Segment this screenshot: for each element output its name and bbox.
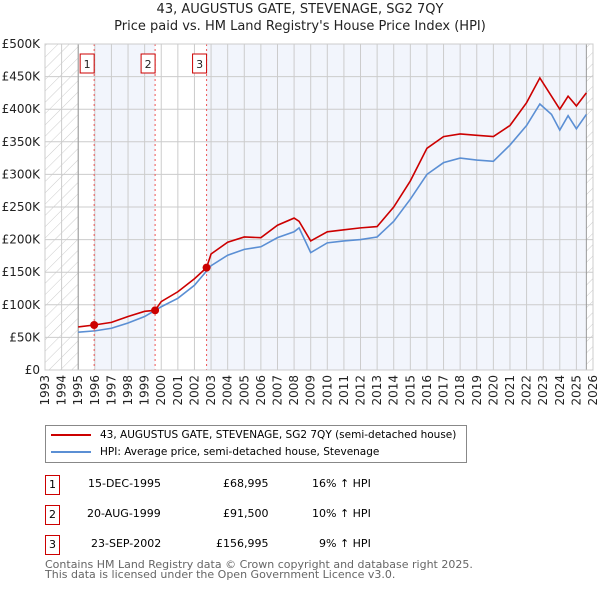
x-tick-label: 2011: [337, 375, 351, 406]
y-tick-label: £150K: [2, 265, 42, 279]
sale-label: 2: [145, 58, 152, 71]
hpi-change: 10% ↑ HPI: [312, 507, 371, 520]
y-tick-label: £100K: [2, 298, 42, 312]
x-tick-label: 2023: [536, 375, 550, 406]
sale-label: 3: [196, 58, 203, 71]
date: 20-AUG-1999: [87, 507, 161, 520]
legend-item-hpi: HPI: Average price, semi-detached house,…: [51, 446, 379, 458]
x-tick-label: 2007: [270, 375, 284, 406]
x-tick-label: 2025: [569, 375, 583, 406]
chart-title: 43, AUGUSTUS GATE, STEVENAGE, SG2 7QY: [156, 2, 444, 17]
date: 15-DEC-1995: [88, 477, 162, 490]
price: £68,995: [223, 477, 269, 490]
x-tick-label: 2005: [237, 375, 251, 406]
sale-point: [151, 306, 160, 315]
x-tick-label: 2010: [320, 375, 334, 406]
x-tick-label: 1995: [71, 375, 85, 406]
y-tick-label: £350K: [2, 135, 42, 149]
y-tick-label: £450K: [2, 70, 42, 84]
legend-label: HPI: Average price, semi-detached house,…: [100, 446, 380, 458]
plot-area: 1993 1994 1995 1996 1997 1998 1999 2000 2001 2002…: [2, 37, 600, 406]
price: £156,995: [216, 537, 269, 550]
x-tick-label: 2004: [221, 375, 235, 406]
legend: 43, AUGUSTUS GATE, STEVENAGE, SG2 7QY (s…: [45, 425, 467, 463]
sale-label-box: [192, 53, 208, 74]
x-tick-label: 2016: [420, 375, 434, 406]
x-tick-label: 2021: [503, 375, 517, 406]
plot-border: [44, 43, 594, 371]
y-tick-label: £50K: [9, 330, 41, 344]
legend-swatch: [51, 434, 91, 436]
x-tick-label: 2000: [154, 375, 168, 406]
y-tick-label: £250K: [2, 200, 42, 214]
footer-line: This data is licensed under the Open Gov…: [45, 568, 396, 581]
chart-subtitle: Price paid vs. HM Land Registry's House …: [114, 19, 486, 34]
x-tick-label: 2015: [403, 375, 417, 406]
x-tick-label: 2001: [171, 375, 185, 406]
x-tick-label: 2003: [204, 375, 218, 406]
x-tick-label: 2019: [470, 375, 484, 406]
x-tick-label: 2013: [370, 375, 384, 406]
footer-line: Contains HM Land Registry data © Crown c…: [45, 558, 473, 571]
x-tick-label: 2020: [486, 375, 500, 406]
sale-label: 1: [84, 58, 91, 71]
legend-swatch: [51, 451, 91, 453]
y-tick-label: £500K: [2, 37, 42, 51]
hpi-change: 9% ↑ HPI: [319, 537, 371, 550]
sale-point: [202, 263, 211, 272]
marker-badge: 1: [45, 475, 60, 495]
sale-label-box: [79, 53, 95, 74]
sale-label-box: [140, 53, 156, 74]
y-tick-label: £200K: [2, 233, 42, 247]
x-tick-label: 2009: [304, 375, 318, 406]
series-line: [78, 76, 587, 328]
price: £91,500: [223, 507, 269, 520]
x-tick-label: 2024: [553, 375, 567, 406]
marker-badge: 3: [45, 535, 60, 555]
x-tick-label: 1998: [121, 375, 135, 406]
x-tick-label: 1997: [104, 375, 118, 406]
x-tick-label: 2018: [453, 375, 467, 406]
y-tick-label: £0: [25, 363, 40, 377]
x-tick-label: 1996: [88, 375, 102, 406]
date: 23-SEP-2002: [91, 537, 162, 550]
legend-label: 43, AUGUSTUS GATE, STEVENAGE, SG2 7QY (s…: [100, 429, 457, 441]
legend-item-property: 43, AUGUSTUS GATE, STEVENAGE, SG2 7QY (s…: [51, 429, 456, 441]
x-tick-label: 1993: [38, 375, 52, 406]
sale-point: [90, 321, 99, 330]
x-tick-label: 2002: [187, 375, 201, 406]
footer: Contains HM Land Registry data © Crown c…: [45, 558, 473, 581]
x-tick-label: 2012: [354, 375, 368, 406]
x-tick-label: 2014: [387, 375, 401, 406]
series-line: [78, 102, 588, 333]
x-tick-label: 1999: [138, 375, 152, 406]
y-tick-label: £300K: [2, 167, 42, 181]
marker-badge: 2: [45, 505, 60, 525]
y-tick-label: £400K: [2, 102, 42, 116]
x-tick-label: 2022: [520, 375, 534, 406]
hpi-change: 16% ↑ HPI: [312, 477, 371, 490]
x-tick-label: 2017: [437, 375, 451, 406]
x-tick-label: 2026: [586, 375, 600, 406]
x-tick-label: 2006: [254, 375, 268, 406]
x-tick-label: 2008: [287, 375, 301, 406]
x-tick-label: 1994: [55, 375, 69, 406]
